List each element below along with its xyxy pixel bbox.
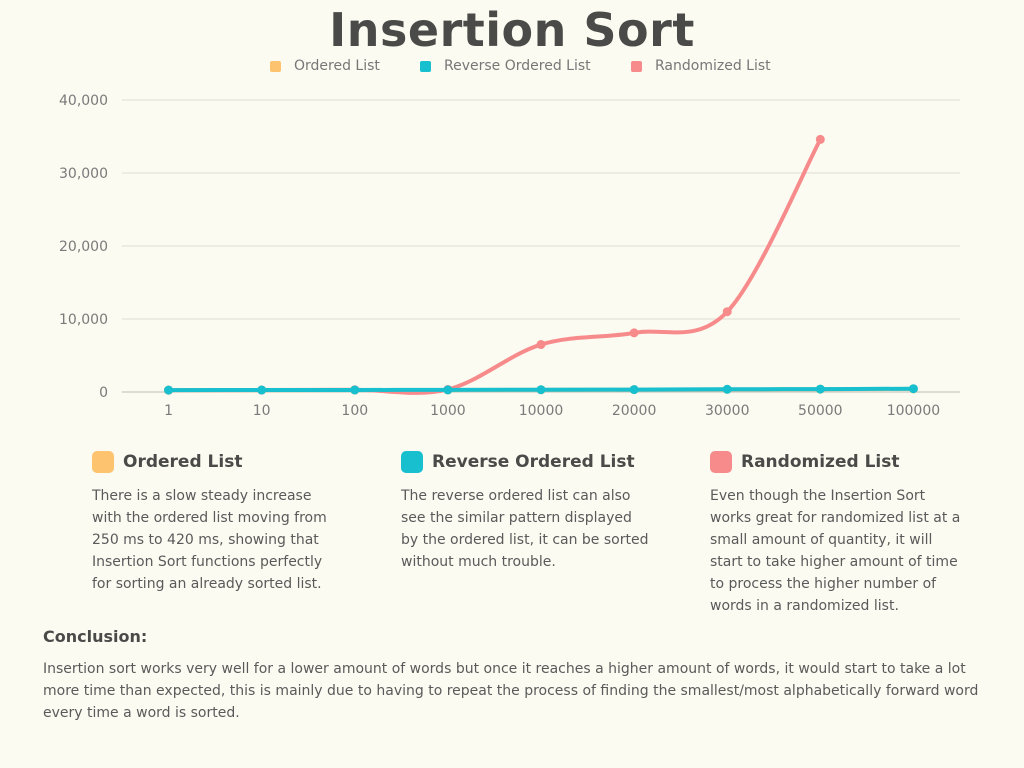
data-point-reverse: [164, 385, 174, 395]
y-tick-label: 10,000: [59, 312, 108, 328]
data-point-reverse: [722, 384, 732, 394]
x-tick-label: 50000: [798, 403, 843, 419]
legend-label-reverse: Reverse Ordered List: [444, 58, 591, 74]
description-randomized-title: Randomized List: [741, 452, 900, 472]
description-ordered: Ordered List There is a slow steady incr…: [92, 450, 352, 595]
description-reverse-text: The reverse ordered list can also see th…: [401, 488, 649, 570]
y-tick-label: 20,000: [59, 239, 108, 255]
x-tick-label: 20000: [612, 403, 657, 419]
data-point-randomized: [629, 328, 639, 338]
description-reverse: Reverse Ordered List The reverse ordered…: [401, 450, 661, 573]
data-point-randomized: [536, 340, 546, 350]
description-randomized-header: Randomized List: [710, 450, 970, 474]
legend-label-ordered: Ordered List: [294, 58, 380, 74]
legend-item-ordered: Ordered List: [270, 58, 380, 74]
conclusion-title: Conclusion:: [43, 627, 148, 646]
chart-legend: Ordered List Reverse Ordered List Random…: [0, 58, 1024, 78]
legend-item-reverse: Reverse Ordered List: [420, 58, 591, 74]
data-point-reverse: [350, 385, 360, 395]
y-tick-label: 30,000: [59, 166, 108, 182]
description-reverse-title: Reverse Ordered List: [432, 452, 635, 472]
description-randomized-text: Even though the Insertion Sort works gre…: [710, 488, 961, 614]
x-tick-label: 100000: [887, 403, 940, 419]
legend-swatch-reverse: [420, 60, 431, 72]
data-point-reverse: [443, 385, 453, 395]
x-tick-label: 1: [164, 403, 173, 419]
line-chart: 0 10,000 20,000 30,000 40,000 1 10 100 1000 10000…: [59, 93, 960, 419]
description-ordered-text: There is a slow steady increase with the…: [92, 488, 327, 592]
description-reverse-swatch: [401, 451, 423, 473]
data-point-reverse: [629, 385, 639, 395]
x-tick-label: 10000: [519, 403, 564, 419]
series-line-randomized: [166, 137, 823, 395]
x-tick-label: 10: [253, 403, 271, 419]
chart-title: Insertion Sort: [329, 3, 695, 57]
description-ordered-swatch: [92, 451, 114, 473]
data-point-reverse: [536, 385, 546, 395]
legend-swatch-ordered: [270, 60, 281, 72]
description-ordered-header: Ordered List: [92, 450, 352, 474]
x-tick-label: 100: [341, 403, 368, 419]
y-tick-label: 40,000: [59, 93, 108, 109]
x-tick-label: 30000: [705, 403, 750, 419]
legend-item-randomized: Randomized List: [631, 58, 771, 74]
description-ordered-title: Ordered List: [123, 452, 243, 472]
legend-swatch-randomized: [631, 60, 642, 72]
data-point-reverse: [257, 385, 267, 395]
data-point-reverse: [815, 384, 825, 394]
x-tick-label: 1000: [430, 403, 466, 419]
conclusion-text: Insertion sort works very well for a low…: [43, 661, 979, 721]
y-tick-label: 0: [99, 385, 108, 401]
data-point-randomized: [815, 134, 825, 144]
description-reverse-header: Reverse Ordered List: [401, 450, 661, 474]
legend-label-randomized: Randomized List: [655, 58, 771, 74]
data-point-reverse: [908, 384, 918, 394]
description-randomized: Randomized List Even though the Insertio…: [710, 450, 970, 617]
description-randomized-swatch: [710, 451, 732, 473]
data-point-randomized: [722, 307, 732, 317]
